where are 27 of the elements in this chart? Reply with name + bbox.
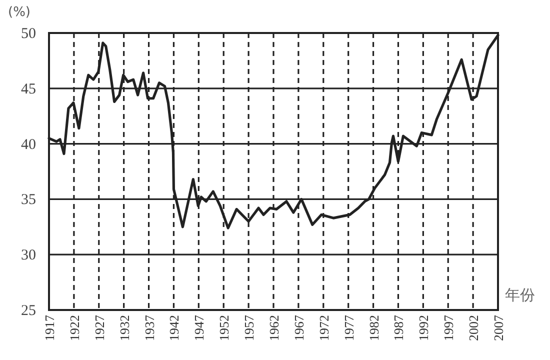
x-tick-label: 2007 xyxy=(491,314,506,341)
x-tick-label: 1992 xyxy=(416,315,432,341)
y-tick-label: 45 xyxy=(21,81,36,98)
x-tick-label: 1927 xyxy=(92,314,107,341)
x-tick-label: 1982 xyxy=(366,315,382,341)
x-tick-label: 1972 xyxy=(316,315,332,341)
x-tick-label: 1947 xyxy=(192,314,207,341)
y-tick-label: 30 xyxy=(21,248,36,264)
x-tick-label: 1922 xyxy=(66,315,82,341)
y-tick-label: 40 xyxy=(21,136,36,153)
y-axis-title: (%) xyxy=(8,5,30,20)
x-tick-label: 1932 xyxy=(116,315,132,341)
x-tick-label: 1957 xyxy=(242,314,257,341)
x-tick-label: 1937 xyxy=(142,314,157,341)
x-tick-label: 1917 xyxy=(42,314,57,341)
x-tick-label: 1962 xyxy=(266,315,282,341)
x-tick-label: 1987 xyxy=(391,314,406,341)
x-tick-label: 1997 xyxy=(441,314,456,341)
y-tick-label: 50 xyxy=(21,26,36,42)
x-tick-label: 1942 xyxy=(166,315,182,341)
y-tick-label: 25 xyxy=(21,303,36,319)
x-tick-label: 2002 xyxy=(466,315,482,341)
x-tick-label: 1967 xyxy=(291,314,306,341)
x-tick-label: 1952 xyxy=(216,315,232,341)
x-tick-label: 1977 xyxy=(341,314,356,341)
y-tick-label: 35 xyxy=(21,192,36,208)
x-axis-title: 年份 xyxy=(505,286,535,304)
